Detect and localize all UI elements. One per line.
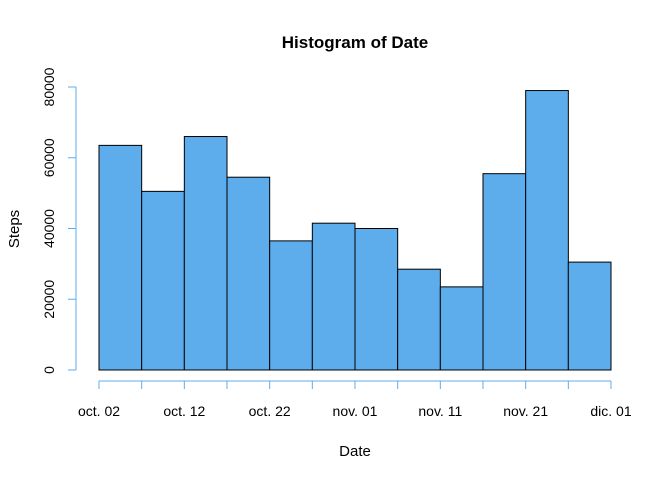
x-tick-label: oct. 12 xyxy=(163,403,205,419)
y-axis-label: Steps xyxy=(6,210,23,248)
histogram-bar xyxy=(183,136,228,371)
x-tick-label: dic. 01 xyxy=(590,403,631,419)
histogram-bar xyxy=(141,190,185,371)
x-tick-label: nov. 01 xyxy=(333,403,378,419)
histogram-bar xyxy=(226,176,271,371)
histogram-bar xyxy=(397,268,441,371)
y-tick-label: 40000 xyxy=(41,209,57,248)
y-tick-label: 0 xyxy=(41,366,57,374)
histogram-bar xyxy=(567,261,612,371)
histogram-bar xyxy=(525,90,569,371)
histogram-bar xyxy=(354,228,399,371)
x-axis-label: Date xyxy=(339,443,371,460)
y-axis: 0 20000 40000 60000 80000 xyxy=(41,67,77,374)
histogram-bar xyxy=(439,286,484,371)
chart-title: Histogram of Date xyxy=(282,33,428,52)
x-tick-label: oct. 02 xyxy=(78,403,120,419)
histogram-bar xyxy=(269,240,313,371)
bars-group xyxy=(98,90,612,371)
histogram-bar xyxy=(311,222,356,371)
histogram-bar xyxy=(98,144,143,371)
x-axis: oct. 02 oct. 12 oct. 22 nov. 01 nov. 11 nov. … xyxy=(78,380,632,419)
y-tick-label: 80000 xyxy=(41,67,57,106)
y-tick-label: 20000 xyxy=(41,280,57,319)
x-tick-label: nov. 11 xyxy=(418,403,462,419)
x-tick-label: nov. 21 xyxy=(503,403,548,419)
histogram-bar xyxy=(482,173,527,371)
y-tick-label: 60000 xyxy=(41,138,57,177)
x-tick-label: oct. 22 xyxy=(249,403,291,419)
